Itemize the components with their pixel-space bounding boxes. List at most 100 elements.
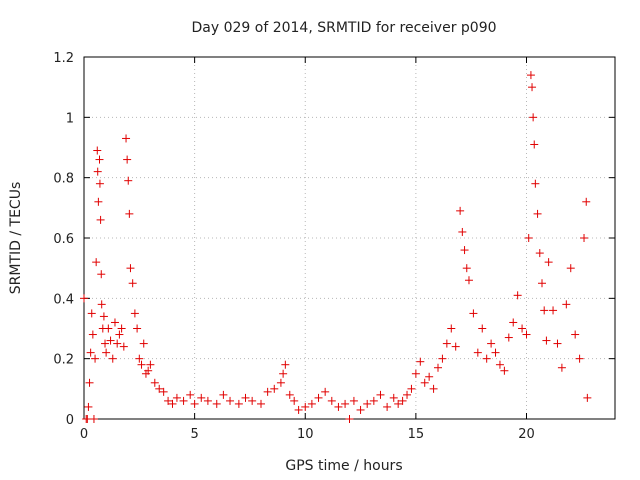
data-point (168, 399, 177, 408)
data-point (356, 405, 365, 414)
data-point (542, 336, 551, 345)
data-point (529, 113, 538, 122)
axis-ticks: 0 0.2 0.4 0.6 0.8 1 1.2 0 5 10 15 20 (53, 51, 615, 442)
data-point (133, 324, 142, 333)
data-point (473, 348, 482, 357)
data-point (451, 342, 460, 351)
data-point (544, 258, 553, 267)
data-point (128, 279, 137, 288)
y-tick-label: 0.8 (53, 172, 74, 187)
data-point (456, 206, 465, 215)
data-point (363, 399, 372, 408)
data-point (155, 384, 164, 393)
data-point (403, 390, 412, 399)
data-point (420, 378, 429, 387)
data-point (407, 384, 416, 393)
data-point (345, 415, 354, 423)
data-point (164, 396, 173, 405)
data-point (307, 399, 316, 408)
data-point (535, 249, 544, 258)
data-point (458, 227, 467, 236)
data-point (285, 390, 294, 399)
data-point (518, 324, 527, 333)
data-point (257, 399, 265, 408)
data-point (482, 354, 491, 363)
data-point (139, 339, 148, 348)
data-point (294, 405, 303, 414)
data-point (582, 197, 591, 206)
data-point (87, 309, 96, 318)
data-point (248, 396, 257, 405)
data-point (389, 393, 398, 402)
data-point (270, 384, 279, 393)
data-point (80, 294, 88, 303)
data-point (190, 399, 199, 408)
data-point (464, 276, 473, 285)
data-point (290, 396, 299, 405)
data-point (537, 279, 546, 288)
data-point (93, 167, 102, 176)
data-point (95, 179, 104, 188)
data-point (124, 176, 133, 185)
data-point (115, 330, 124, 339)
data-point (137, 360, 146, 369)
data-point (91, 354, 100, 363)
data-point (197, 393, 206, 402)
data-point (88, 330, 97, 339)
data-point (504, 333, 513, 342)
data-point (513, 291, 522, 300)
x-tick-label: 20 (518, 427, 535, 442)
x-tick-label: 10 (297, 427, 314, 442)
data-point (126, 264, 135, 273)
data-point (562, 300, 571, 309)
data-point (522, 330, 531, 339)
data-point (462, 264, 471, 273)
data-point (460, 246, 469, 255)
data-point (95, 155, 104, 164)
grid (84, 57, 615, 419)
data-point (135, 354, 144, 363)
data-point (571, 330, 580, 339)
x-tick-label: 15 (408, 427, 425, 442)
data-point (327, 396, 336, 405)
data-point (226, 396, 235, 405)
y-axis-label: SRMTID / TECUs (8, 182, 24, 295)
data-point (495, 360, 504, 369)
data-point (203, 396, 212, 405)
data-point (447, 324, 456, 333)
data-point (530, 140, 539, 149)
data-point (314, 393, 323, 402)
data-point (159, 387, 168, 396)
data-point (93, 146, 102, 155)
y-tick-label: 0.4 (53, 292, 74, 307)
data-point (491, 348, 500, 357)
data-point (580, 234, 589, 242)
data-point (425, 372, 434, 381)
data-point (434, 363, 442, 372)
data-point (526, 71, 535, 80)
data-point (575, 354, 584, 363)
data-point (104, 324, 113, 333)
data-point (123, 155, 132, 164)
data-point (96, 215, 105, 224)
data-point (99, 312, 108, 321)
data-point (125, 209, 134, 218)
data-point (97, 300, 106, 309)
data-point (281, 360, 290, 369)
chart-title: Day 029 of 2014, SRMTID for receiver p09… (191, 20, 496, 36)
data-point (469, 309, 478, 318)
data-point (144, 366, 153, 375)
data-point (509, 318, 518, 327)
data-point (94, 197, 103, 206)
data-point (263, 387, 272, 396)
data-point (89, 415, 98, 423)
plot-frame (83, 56, 616, 420)
data-point (241, 393, 250, 402)
data-point (341, 399, 350, 408)
data-point (146, 360, 155, 369)
data-point (113, 339, 122, 348)
data-point (438, 354, 447, 363)
data-point (540, 306, 549, 315)
data-point (101, 339, 110, 348)
